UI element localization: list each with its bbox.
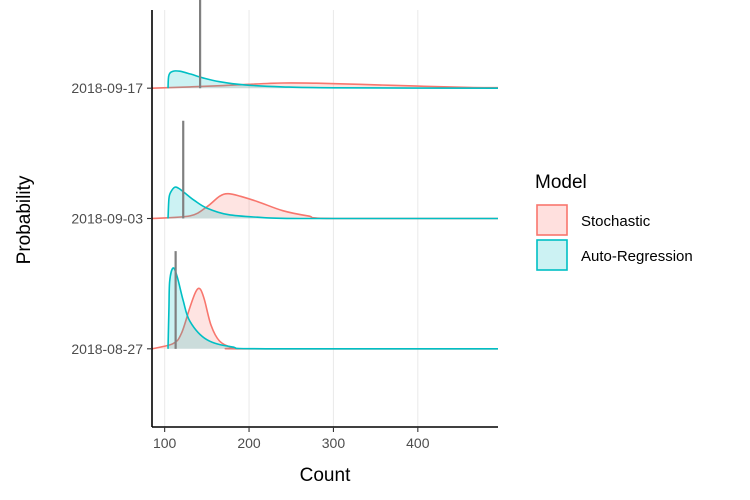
x-tick-label: 400 [406, 435, 430, 451]
y-axis-ticks: 2018-08-27 2018-09-03 2018-09-17 [71, 80, 152, 357]
ridge-fill-stochastic-2018-09-03 [152, 193, 498, 219]
legend-key-stochastic [536, 204, 568, 236]
legend-label-stochastic: Stochastic [581, 213, 651, 230]
ridge-fill-stochastic-2018-08-27 [152, 288, 498, 349]
ridge-fill-auto-regression-2018-08-27 [168, 267, 498, 349]
ridge-fill-stochastic-2018-09-17 [152, 82, 498, 89]
x-axis-title: Count [300, 465, 351, 486]
legend-label-auto-regression: Auto-Regression [581, 248, 693, 265]
x-tick-label: 200 [237, 435, 261, 451]
observed-lines [174, 0, 202, 349]
legend: Model Stochastic Auto-Regression [535, 172, 693, 271]
x-tick-label: 300 [322, 435, 346, 451]
x-tick-label: 100 [153, 435, 177, 451]
legend-key-auto-regression [536, 239, 568, 271]
ridge-line-auto-regression-2018-09-03 [167, 186, 498, 220]
y-tick-label: 2018-09-17 [71, 80, 143, 96]
y-tick-label: 2018-08-27 [71, 341, 143, 357]
y-tick-label: 2018-09-03 [71, 211, 143, 227]
ridge-line-auto-regression-2018-09-17 [167, 70, 499, 89]
y-axis-title: Probability [14, 175, 35, 264]
ridge-line-auto-regression-2018-08-27 [167, 267, 498, 350]
ridge-fill-auto-regression-2018-09-03 [168, 186, 498, 219]
ridges [151, 70, 499, 350]
ridge-line-stochastic-2018-09-17 [151, 82, 499, 89]
legend-title: Model [535, 172, 587, 193]
x-axis-ticks: 100 200 300 400 [153, 427, 430, 451]
